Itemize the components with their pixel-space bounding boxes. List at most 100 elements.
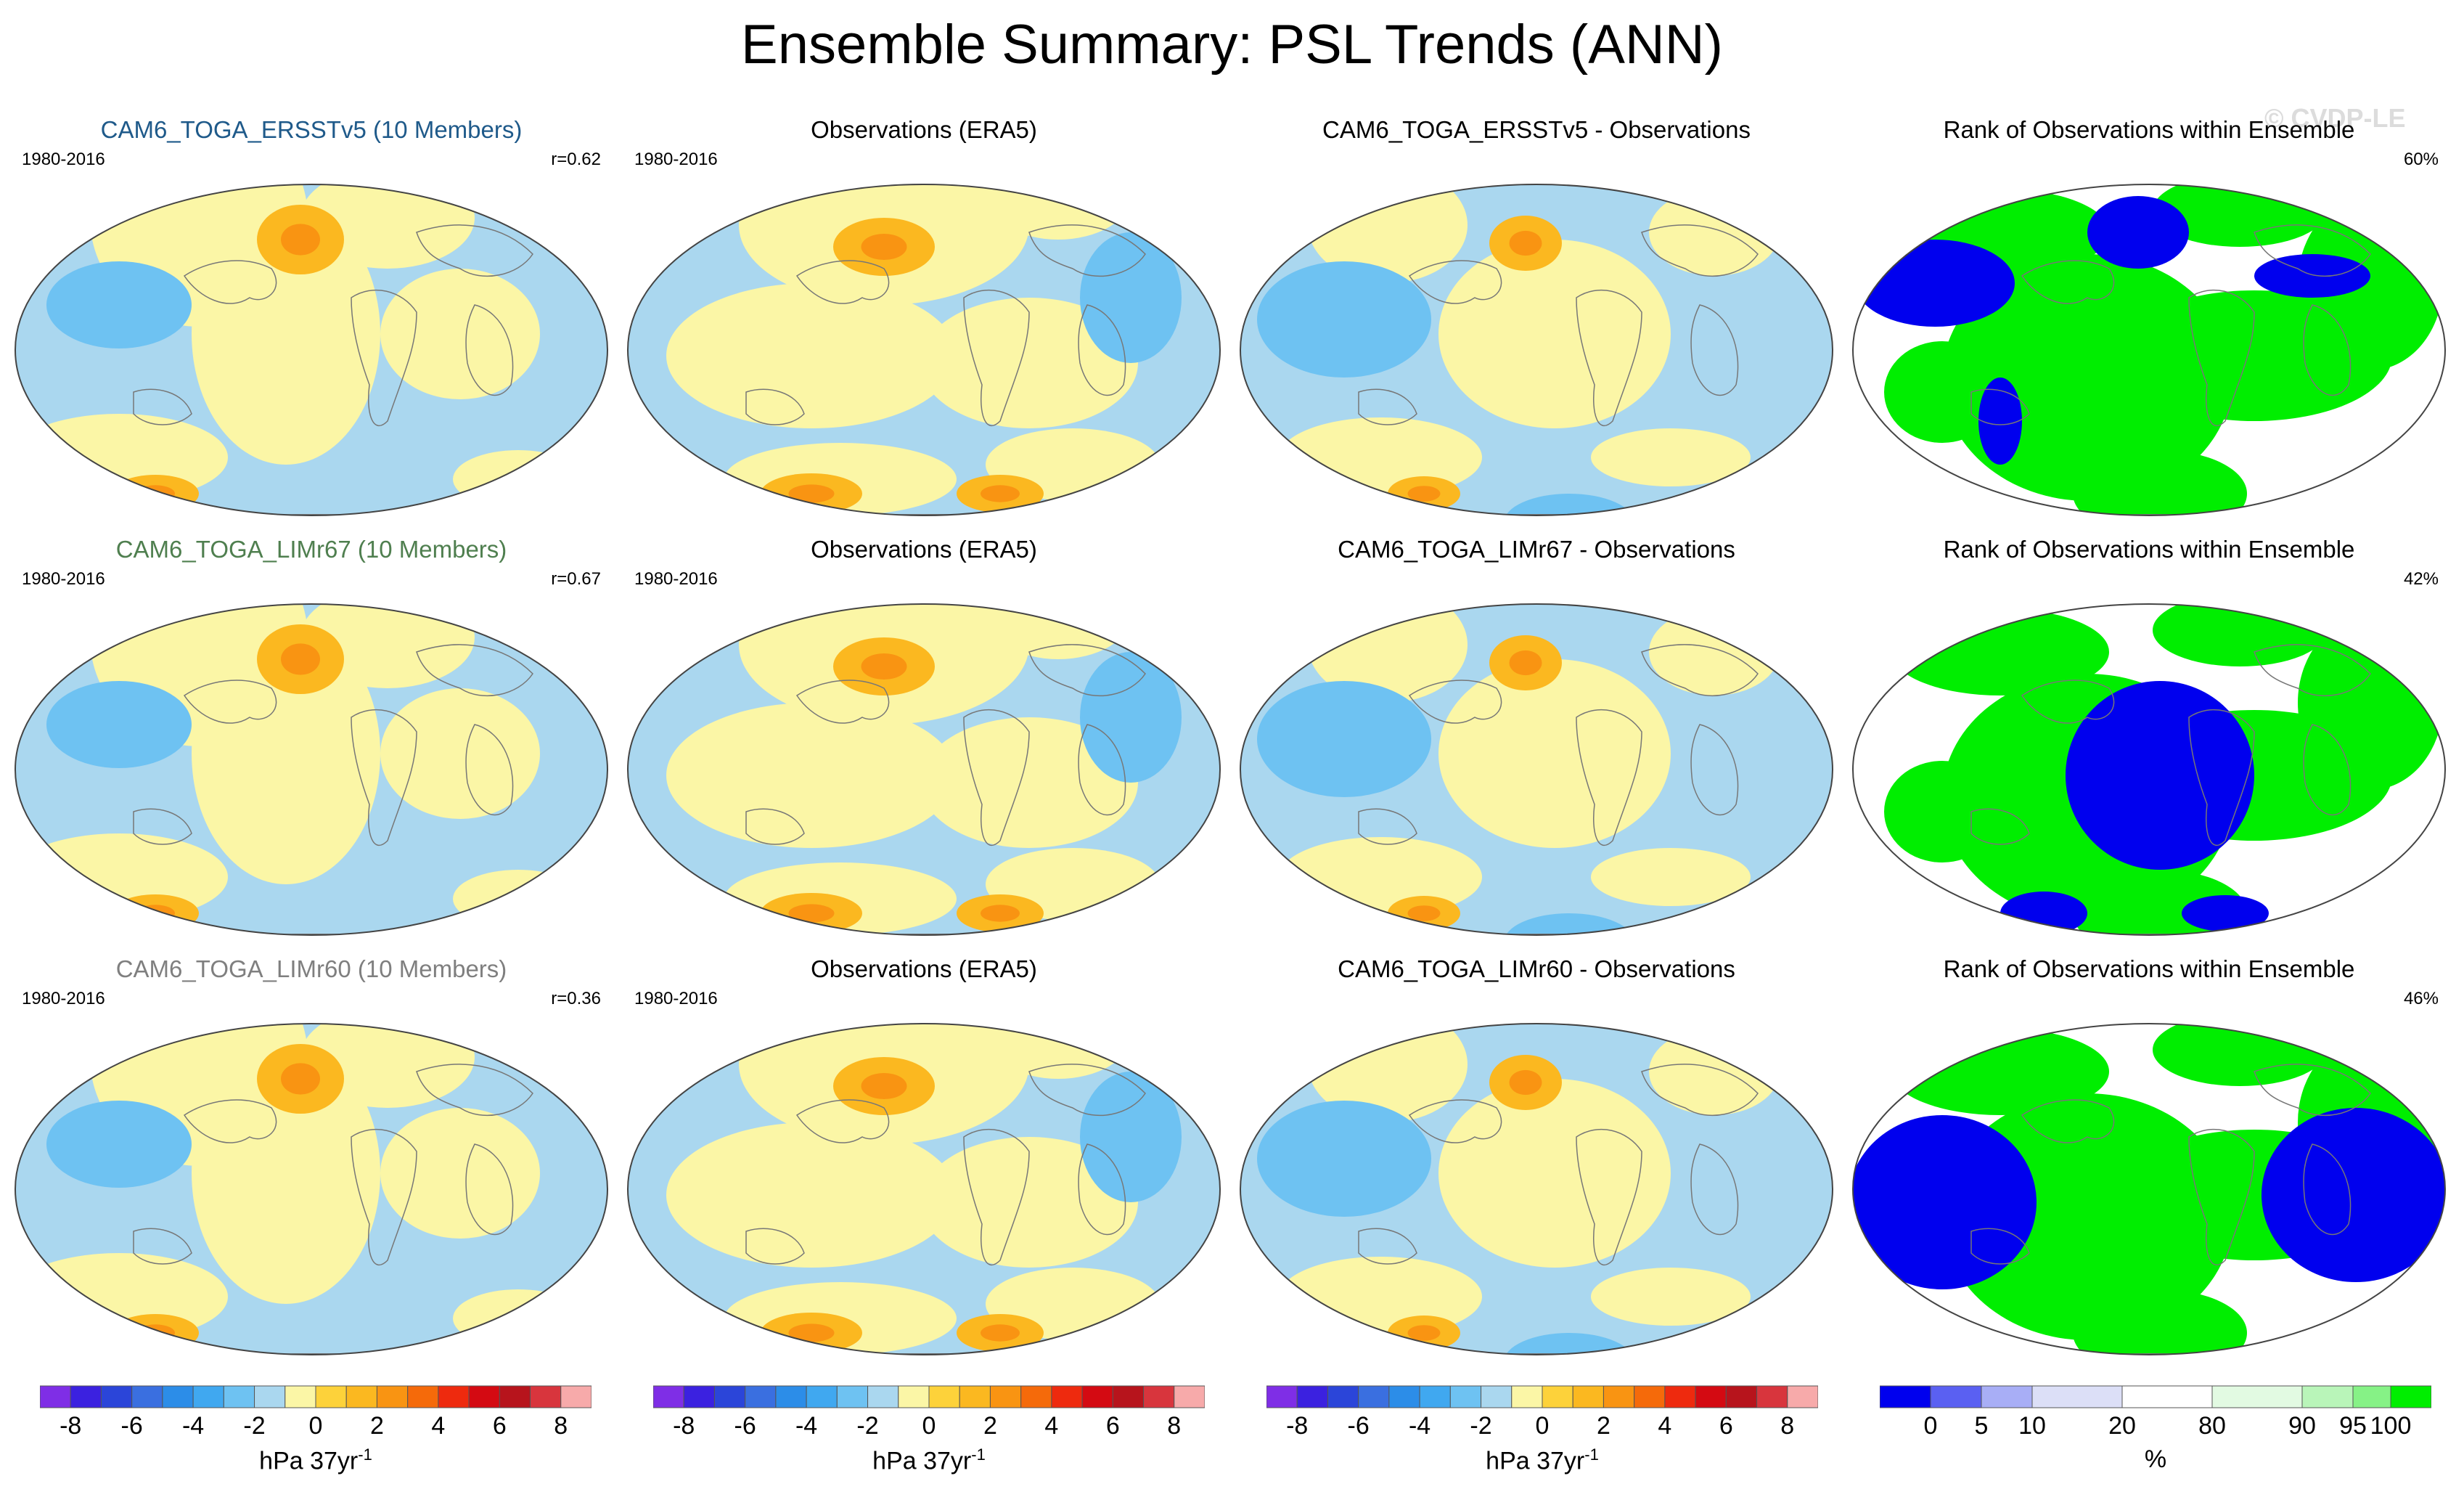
coastline — [1078, 724, 1126, 816]
coastline — [1576, 289, 1642, 426]
positive-trend-region — [986, 604, 1131, 659]
map-outline — [1240, 603, 1833, 936]
colorbar-swatch — [70, 1385, 102, 1408]
positive-trend-region — [920, 717, 1138, 848]
map-outline — [627, 184, 1221, 516]
panel-stat: 42% — [2403, 569, 2439, 589]
model-map — [15, 1023, 608, 1355]
coastline — [155, 934, 475, 935]
positive-trend-region — [1438, 240, 1671, 428]
positive-trend-region — [666, 1122, 957, 1268]
colorbar-swatch — [713, 1385, 746, 1408]
positive-trend-region — [192, 1043, 380, 1304]
map-panel-obs: Observations (ERA5) 1980-2016 — [623, 116, 1225, 537]
colorbar-swatch — [1020, 1385, 1052, 1408]
negative-trend-region — [46, 261, 192, 348]
coastline — [795, 260, 890, 304]
coastline — [1690, 724, 1739, 816]
map-panel-model: CAM6_TOGA_LIMr67 (10 Members) 1980-2016 r=… — [10, 536, 613, 957]
positive-trend-region — [1591, 848, 1751, 906]
peak-positive-region — [788, 484, 835, 503]
colorbar-swatch — [1930, 1385, 1982, 1408]
colorbar-tick-label: 2 — [369, 1412, 384, 1440]
negative-trend-region — [899, 1366, 1102, 1376]
positive-trend-region — [453, 1289, 584, 1347]
colorbar-swatch — [468, 1385, 500, 1408]
colorbar-tick-label: 8 — [1780, 1412, 1795, 1440]
coastline — [745, 808, 805, 845]
coastline — [745, 1228, 805, 1265]
colorbar-swatch — [1081, 1385, 1113, 1408]
panel-title: CAM6_TOGA_ERSSTv5 (10 Members) — [100, 116, 523, 143]
map-panel-rank: Rank of Observations within Ensemble 60% — [1848, 116, 2450, 537]
positive-trend-region — [380, 269, 540, 399]
colorbar-tick-label: -6 — [1347, 1412, 1370, 1440]
obs-map — [627, 184, 1221, 516]
coastline — [2188, 709, 2255, 846]
coastline — [1970, 1228, 2030, 1265]
coastline — [2254, 1064, 2371, 1117]
colorbar-tick-label: -8 — [1286, 1412, 1309, 1440]
colorbar-tick-label: 0 — [1923, 1412, 1938, 1440]
rank-region-low — [2262, 1108, 2445, 1282]
positive-trend-region — [666, 703, 957, 848]
panel-title: CAM6_TOGA_LIMr60 (10 Members) — [115, 955, 507, 982]
map-panel-diff: CAM6_TOGA_ERSSTv5 - Observations — [1235, 116, 1838, 537]
map-panel-rank: Rank of Observations within Ensemble 42% — [1848, 536, 2450, 957]
rank-region-high — [1891, 608, 2109, 696]
peak-positive-region — [1509, 230, 1542, 256]
colorbar-swatch — [162, 1385, 194, 1408]
colorbar-swatch — [1112, 1385, 1145, 1408]
peak-positive-region — [861, 653, 907, 680]
coastline — [2303, 304, 2352, 396]
peak-positive-region — [281, 224, 320, 256]
colorbar-swatch — [1634, 1385, 1666, 1408]
coastline — [1408, 680, 1502, 724]
peak-positive-region — [861, 234, 907, 260]
negative-trend-region — [1257, 681, 1431, 797]
colorbar-swatch — [560, 1385, 592, 1408]
colorbar-tick-label: -8 — [60, 1412, 82, 1440]
coastline — [1078, 1143, 1126, 1236]
colorbar-swatches — [653, 1385, 1205, 1408]
colorbar-swatch — [1787, 1385, 1818, 1408]
map-panel-obs: Observations (ERA5) 1980-2016 — [623, 955, 1225, 1376]
colorbar-tick-label: 80 — [2198, 1412, 2226, 1440]
colorbar-tick-label: -2 — [243, 1412, 266, 1440]
coastline — [795, 680, 890, 724]
colorbar-swatches — [1880, 1385, 2431, 1408]
obs-map — [627, 1023, 1221, 1376]
strong-positive-region — [112, 475, 199, 513]
panel-years: 1980-2016 — [634, 569, 718, 589]
colorbar-swatch — [1143, 1385, 1175, 1408]
colorbar-swatch — [407, 1385, 439, 1408]
negative-trend-region — [1080, 232, 1182, 363]
peak-positive-region — [981, 1324, 1020, 1342]
positive-trend-region — [1591, 428, 1751, 486]
peak-positive-region — [981, 485, 1020, 502]
coastline — [183, 1099, 277, 1143]
coastline — [2303, 1143, 2352, 1236]
colorbar-tick-label: 10 — [2018, 1412, 2046, 1440]
colorbar-swatch — [1981, 1385, 2033, 1408]
rank-map — [1852, 184, 2446, 516]
coastline — [1380, 934, 1700, 935]
coastline — [1690, 1143, 1739, 1236]
positive-trend-region — [666, 283, 957, 428]
negative-trend-region — [46, 681, 192, 768]
panel-stat: 46% — [2403, 989, 2439, 1008]
panel-years: 1980-2016 — [634, 989, 718, 1008]
negative-trend-region — [1504, 1333, 1634, 1355]
colorbar-swatch — [1880, 1385, 1931, 1408]
peak-positive-region — [1509, 650, 1542, 676]
colorbar-swatches — [1266, 1385, 1818, 1408]
peak-positive-region — [281, 643, 320, 675]
diff-map — [1240, 603, 1833, 936]
map-outline — [1240, 184, 1833, 516]
colorbar-swatch — [40, 1385, 71, 1408]
colorbar-tick-label: -2 — [856, 1412, 879, 1440]
colorbar-swatch — [192, 1385, 224, 1408]
panel-years: 1980-2016 — [634, 150, 718, 169]
coastline — [465, 724, 514, 816]
panel-title: Observations (ERA5) — [811, 955, 1037, 982]
